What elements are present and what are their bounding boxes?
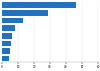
Bar [2, 2, 76, 8]
Bar [2, 25, 15, 31]
Bar [2, 48, 10, 54]
Bar [2, 56, 9, 61]
Bar [2, 41, 11, 46]
Bar [2, 10, 48, 16]
Bar [2, 33, 12, 38]
Bar [2, 18, 23, 23]
